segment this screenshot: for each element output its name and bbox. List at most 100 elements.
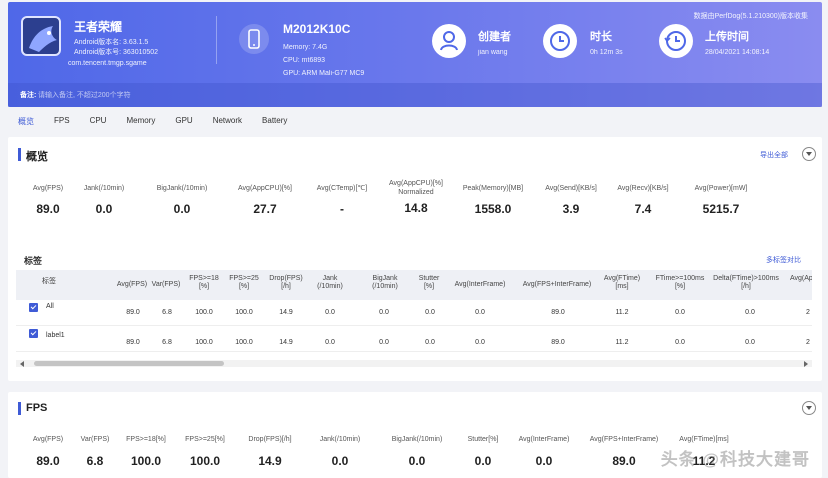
cell: 0.0 [675, 309, 685, 316]
cell: 100.0 [195, 339, 213, 346]
scroll-left-icon[interactable] [20, 361, 24, 367]
cell: 0.0 [475, 339, 485, 346]
clock-icon [543, 24, 577, 58]
header-divider [216, 16, 217, 64]
th-avg-truncated: Avg(Ap [790, 275, 812, 282]
table-horizontal-scrollbar[interactable] [16, 360, 812, 367]
upload-title: 上传时间 [705, 31, 749, 43]
section-marker [18, 148, 21, 161]
cell: 14.9 [279, 309, 293, 316]
th-fps-25: FPS>=25 [%] [229, 275, 259, 290]
row-checkbox-label1[interactable] [29, 329, 38, 338]
tab-battery[interactable]: Battery [262, 116, 288, 125]
scrollbar-thumb[interactable] [34, 361, 224, 366]
fps-metric-stutter: Stutter[%] 0.0 [467, 436, 499, 468]
row-label: All [46, 303, 54, 310]
fps-metric-jank: Jank(/10min) 0.0 [319, 436, 361, 468]
remark-label: 备注: [20, 92, 37, 99]
cell: 0.0 [425, 339, 435, 346]
perfdog-version: 数据由PerfDog(5.1.210300)版本收集 [693, 13, 808, 20]
cell: 0.0 [675, 339, 685, 346]
watermark: 头条 @科技大建哥 [660, 450, 810, 469]
th-fps-18: FPS>=18 [%] [189, 275, 219, 290]
row-label: label1 [46, 332, 65, 339]
th-stutter: Stutter [%] [418, 275, 440, 290]
app-name: 王者荣耀 [74, 20, 123, 34]
cell: 6.8 [162, 339, 172, 346]
duration-value: 0h 12m 3s [590, 49, 623, 56]
table-row[interactable]: label1 89.0 6.8 100.0 100.0 14.9 0.0 0.0… [16, 326, 812, 352]
cell: 0.0 [325, 309, 335, 316]
device-model: M2012K10C [283, 22, 351, 36]
section-tabs: 概览 FPS CPU Memory GPU Network Battery [18, 116, 307, 130]
tab-gpu[interactable]: GPU [175, 116, 193, 125]
report-header: 王者荣耀 Android版本名: 3.63.1.5 Android版本号: 36… [8, 2, 822, 107]
fps-metric-25: FPS>=25[%] 100.0 [185, 436, 225, 468]
upload-time: 28/04/2021 14:08:14 [705, 49, 770, 56]
device-gpu: GPU: ARM Mali-G77 MC9 [283, 70, 365, 77]
th-avg-fps: Avg(FPS) [116, 281, 148, 288]
label-table-header: 标签 Avg(FPS) Var(FPS) FPS>=18 [%] FPS>=25… [16, 270, 812, 300]
metric-appcpu-normalized: Avg(AppCPU)[%] Normalized 14.8 [389, 180, 443, 215]
cell: 89.0 [126, 339, 140, 346]
fps-metric-ftime: Avg(FTime)[ms] 11.2 [679, 436, 729, 468]
th-bigjank: BigJank (/10min) [372, 275, 398, 290]
collapse-overview-button[interactable] [802, 147, 816, 161]
th-avg-interframe: Avg(InterFrame) [454, 281, 506, 288]
fps-title: FPS [26, 402, 48, 414]
cell: 100.0 [235, 309, 253, 316]
collapse-fps-button[interactable] [802, 401, 816, 415]
cell: 89.0 [551, 309, 565, 316]
tab-fps[interactable]: FPS [54, 116, 70, 125]
scroll-right-icon[interactable] [804, 361, 808, 367]
fps-metric-18: FPS>=18[%] 100.0 [126, 436, 166, 468]
fps-metric-interframe: Avg(InterFrame) 0.0 [518, 436, 570, 468]
cell: 0.0 [325, 339, 335, 346]
tab-cpu[interactable]: CPU [89, 116, 107, 125]
th-ftime-100: FTime>=100ms [%] [655, 275, 705, 290]
fps-metric-bigjank: BigJank(/10min) 0.0 [391, 436, 443, 468]
cell: 89.0 [126, 309, 140, 316]
metric-peak-memory: Peak(Memory)[MB] 1558.0 [462, 185, 524, 216]
remark-bar: 备注: 请输入备注, 不超过200个字符 [8, 83, 822, 107]
creator-name: jian wang [478, 49, 508, 56]
th-label: 标签 [42, 278, 56, 285]
duration-title: 时长 [590, 31, 612, 43]
cell: 0.0 [475, 309, 485, 316]
label-section-title: 标签 [24, 256, 43, 266]
th-var-fps: Var(FPS) [151, 281, 181, 288]
tab-overview[interactable]: 概览 [18, 117, 34, 126]
row-checkbox-all[interactable] [29, 303, 38, 312]
cell: 0.0 [745, 339, 755, 346]
metric-avg-power: Avg(Power)[mW] 5215.7 [694, 185, 748, 216]
cell: 0.0 [379, 339, 389, 346]
cell: 11.2 [615, 309, 629, 316]
cell: 0.0 [745, 309, 755, 316]
table-row[interactable]: All 89.0 6.8 100.0 100.0 14.9 0.0 0.0 0.… [16, 300, 812, 326]
user-icon [432, 24, 466, 58]
metric-avg-appcpu: Avg(AppCPU)[%] 27.7 [238, 185, 292, 216]
overview-card: 概览 导出全部 [8, 137, 822, 381]
th-delta-ftime: Delta(FTime)>100ms [/h] [713, 275, 779, 290]
metric-bigjank: BigJank(/10min) 0.0 [156, 185, 208, 216]
fps-metric-fps-interframe: Avg(FPS+InterFrame) 89.0 [589, 436, 659, 468]
device-cpu: CPU: mt6893 [283, 57, 326, 64]
cell: 14.9 [279, 339, 293, 346]
tab-memory[interactable]: Memory [126, 116, 156, 125]
tab-network[interactable]: Network [212, 116, 243, 125]
cell: 6.8 [162, 309, 172, 316]
multi-label-compare-link[interactable]: 多标签对比 [766, 257, 801, 264]
metric-avg-recv: Avg(Recv)[KB/s] 7.4 [617, 185, 669, 216]
metric-avg-fps: Avg(FPS) 89.0 [32, 185, 64, 216]
th-jank: Jank (/10min) [317, 275, 343, 290]
remark-input[interactable]: 请输入备注, 不超过200个字符 [38, 92, 131, 99]
export-all-link[interactable]: 导出全部 [760, 152, 788, 159]
cell: 2 [806, 339, 810, 346]
th-avg-fps-interframe: Avg(FPS+InterFrame) [522, 281, 592, 288]
history-icon [659, 24, 693, 58]
fps-metric-avg: Avg(FPS) 89.0 [32, 436, 64, 468]
cell: 0.0 [425, 309, 435, 316]
phone-icon [239, 24, 269, 54]
cell: 100.0 [235, 339, 253, 346]
cell: 2 [806, 309, 810, 316]
